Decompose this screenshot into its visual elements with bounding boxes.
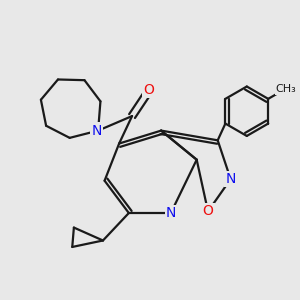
Text: N: N (225, 172, 236, 186)
Text: N: N (92, 124, 102, 138)
Text: O: O (143, 83, 154, 98)
Text: CH₃: CH₃ (276, 84, 296, 94)
Text: N: N (166, 206, 176, 220)
Text: O: O (202, 204, 213, 218)
